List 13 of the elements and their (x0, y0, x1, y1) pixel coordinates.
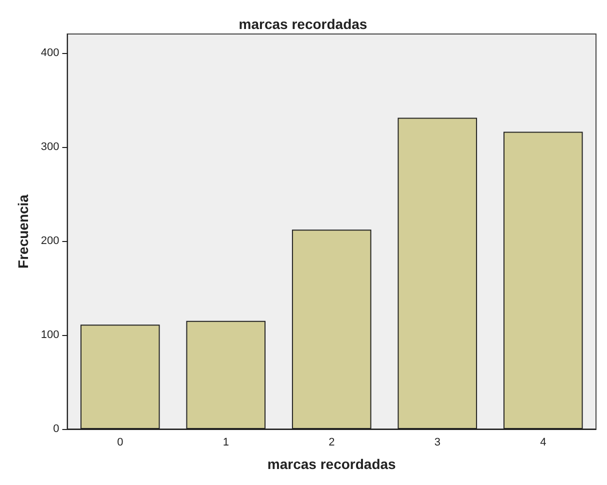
x-tick-label: 2 (328, 436, 335, 448)
y-tick-label: 300 (40, 140, 60, 153)
x-tick-label: 3 (434, 436, 440, 448)
x-tick-label: 1 (222, 436, 229, 448)
x-axis-title: marcas recordadas (267, 456, 396, 472)
x-tick-label: 4 (540, 436, 546, 448)
y-tick-label: 200 (40, 234, 60, 247)
y-axis-title: Frecuencia (15, 194, 31, 268)
y-tick-label: 400 (40, 46, 60, 59)
x-tick-label: 0 (117, 436, 124, 448)
chart-title: marcas recordadas (238, 16, 368, 32)
y-tick-label: 100 (40, 328, 60, 341)
y-tick-label: 0 (53, 423, 60, 435)
